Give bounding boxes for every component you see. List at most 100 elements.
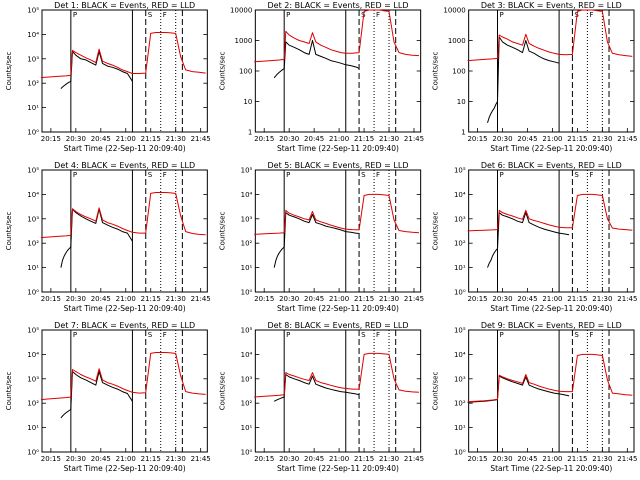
x-tick-label: 21:45 bbox=[617, 295, 637, 303]
x-axis-label: Start Time (22-Sep-11 20:09:40) bbox=[64, 304, 186, 313]
y-tick-label: 10² bbox=[241, 240, 253, 248]
series-line-events bbox=[467, 375, 570, 403]
x-tick-label: 21:00 bbox=[116, 455, 136, 463]
y-tick-label: 1 bbox=[461, 129, 465, 137]
y-tick-label: 10⁴ bbox=[241, 191, 253, 199]
series-line-events bbox=[60, 371, 133, 419]
annotation-label: P bbox=[286, 331, 290, 339]
x-axis-label: Start Time (22-Sep-11 20:09:40) bbox=[277, 144, 399, 153]
series-line-lld bbox=[40, 192, 206, 239]
chart-title: Det 1: BLACK = Events, RED = LLD bbox=[54, 1, 195, 10]
chart-panel-9: Det 9: BLACK = Events, RED = LLD 10⁰ 10¹ 10… bbox=[432, 321, 638, 473]
annotation-label: P bbox=[73, 331, 77, 339]
y-tick-label: 10¹ bbox=[241, 264, 253, 272]
annotation-label: F bbox=[589, 171, 593, 179]
annotation-label: S bbox=[574, 171, 579, 179]
x-tick-label: 21:30 bbox=[592, 455, 612, 463]
annotation-label: P bbox=[286, 11, 290, 19]
series-line-lld bbox=[467, 193, 633, 232]
y-tick-label: 10⁵ bbox=[454, 167, 466, 175]
annotation-label: F bbox=[163, 171, 167, 179]
plot-frame bbox=[41, 9, 208, 133]
x-tick-label: 21:30 bbox=[592, 135, 612, 143]
y-tick-label: 10¹ bbox=[27, 264, 39, 272]
chart-title: Det 9: BLACK = Events, RED = LLD bbox=[481, 321, 622, 330]
chart-panel-7: Det 7: BLACK = Events, RED = LLD 10⁰ 10¹ 10… bbox=[5, 321, 211, 473]
x-tick-label: 20:45 bbox=[517, 135, 537, 143]
y-tick-label: 10³ bbox=[241, 215, 253, 223]
chart-title: Det 2: BLACK = Events, RED = LLD bbox=[268, 1, 409, 10]
x-tick-label: 20:15 bbox=[254, 295, 274, 303]
annotation-label: P bbox=[500, 331, 504, 339]
series-line-lld bbox=[254, 352, 420, 398]
y-tick-label: 10¹ bbox=[27, 104, 39, 112]
x-tick-label: 21:15 bbox=[354, 455, 374, 463]
y-tick-label: 10⁵ bbox=[27, 7, 39, 15]
plot-frame bbox=[254, 169, 422, 293]
x-tick-label: 20:15 bbox=[254, 135, 274, 143]
y-tick-label: 10¹ bbox=[27, 424, 39, 432]
x-tick-label: 21:00 bbox=[542, 455, 562, 463]
y-axis-label: Counts/sec bbox=[432, 212, 440, 251]
y-axis-label: Counts/sec bbox=[432, 52, 440, 91]
x-tick-label: 21:30 bbox=[166, 135, 186, 143]
y-tick-label: 10⁴ bbox=[27, 351, 39, 359]
annotation-label: F bbox=[376, 11, 380, 19]
x-axis-label: Start Time (22-Sep-11 20:09:40) bbox=[64, 464, 186, 473]
plot-frame bbox=[41, 169, 208, 293]
x-tick-label: 20:45 bbox=[517, 295, 537, 303]
y-tick-label: 10⁴ bbox=[27, 191, 39, 199]
x-tick-label: 21:30 bbox=[379, 295, 399, 303]
y-tick-label: 10³ bbox=[27, 55, 39, 63]
y-tick-label: 100 bbox=[239, 68, 252, 76]
y-tick-label: 10 bbox=[457, 98, 466, 106]
series-line-lld bbox=[254, 193, 420, 235]
chart-title: Det 4: BLACK = Events, RED = LLD bbox=[54, 161, 195, 170]
x-tick-label: 20:15 bbox=[41, 455, 61, 463]
x-tick-label: 21:30 bbox=[379, 455, 399, 463]
annotation-label: P bbox=[500, 171, 504, 179]
y-axis-label: Counts/sec bbox=[5, 372, 13, 411]
x-axis-label: Start Time (22-Sep-11 20:09:40) bbox=[277, 304, 399, 313]
y-tick-label: 10⁴ bbox=[241, 351, 253, 359]
x-axis-label: Start Time (22-Sep-11 20:09:40) bbox=[490, 304, 612, 313]
series-line-events bbox=[60, 51, 133, 89]
annotation-label: S bbox=[361, 171, 366, 179]
x-tick-label: 21:00 bbox=[329, 455, 349, 463]
chart-title: Det 3: BLACK = Events, RED = LLD bbox=[481, 1, 622, 10]
y-tick-label: 10000 bbox=[443, 7, 465, 15]
y-tick-label: 10 bbox=[243, 98, 252, 106]
annotation-label: S bbox=[148, 171, 153, 179]
y-tick-label: 10⁰ bbox=[27, 289, 39, 297]
annotation-label: S bbox=[361, 331, 366, 339]
x-tick-label: 21:00 bbox=[542, 295, 562, 303]
x-tick-label: 20:30 bbox=[492, 455, 512, 463]
y-axis-label: Counts/sec bbox=[218, 212, 226, 251]
chart-title: Det 6: BLACK = Events, RED = LLD bbox=[481, 161, 622, 170]
y-tick-label: 10² bbox=[27, 400, 39, 408]
x-tick-label: 20:15 bbox=[41, 295, 61, 303]
series-line-events bbox=[60, 208, 133, 268]
x-tick-label: 21:15 bbox=[141, 455, 161, 463]
y-tick-label: 10¹ bbox=[454, 264, 466, 272]
x-tick-label: 20:30 bbox=[492, 135, 512, 143]
y-tick-label: 1 bbox=[248, 129, 252, 137]
y-tick-label: 10³ bbox=[454, 375, 466, 383]
x-tick-label: 20:45 bbox=[304, 135, 324, 143]
x-tick-label: 21:45 bbox=[404, 455, 424, 463]
annotation-label: F bbox=[163, 11, 167, 19]
annotation-label: F bbox=[163, 331, 167, 339]
y-tick-label: 10² bbox=[27, 240, 39, 248]
chart-panel-8: Det 8: BLACK = Events, RED = LLD 10⁰ 10¹ 10… bbox=[218, 321, 424, 473]
x-tick-label: 21:45 bbox=[404, 135, 424, 143]
y-tick-label: 10⁵ bbox=[241, 167, 253, 175]
x-tick-label: 21:45 bbox=[617, 135, 637, 143]
x-tick-label: 21:00 bbox=[116, 295, 136, 303]
annotation-label: F bbox=[589, 11, 593, 19]
y-axis-label: Counts/sec bbox=[5, 212, 13, 251]
x-tick-label: 21:15 bbox=[567, 295, 587, 303]
y-tick-label: 10¹ bbox=[241, 424, 253, 432]
x-tick-label: 21:00 bbox=[116, 135, 136, 143]
y-tick-label: 100 bbox=[452, 68, 465, 76]
x-tick-label: 20:15 bbox=[254, 455, 274, 463]
